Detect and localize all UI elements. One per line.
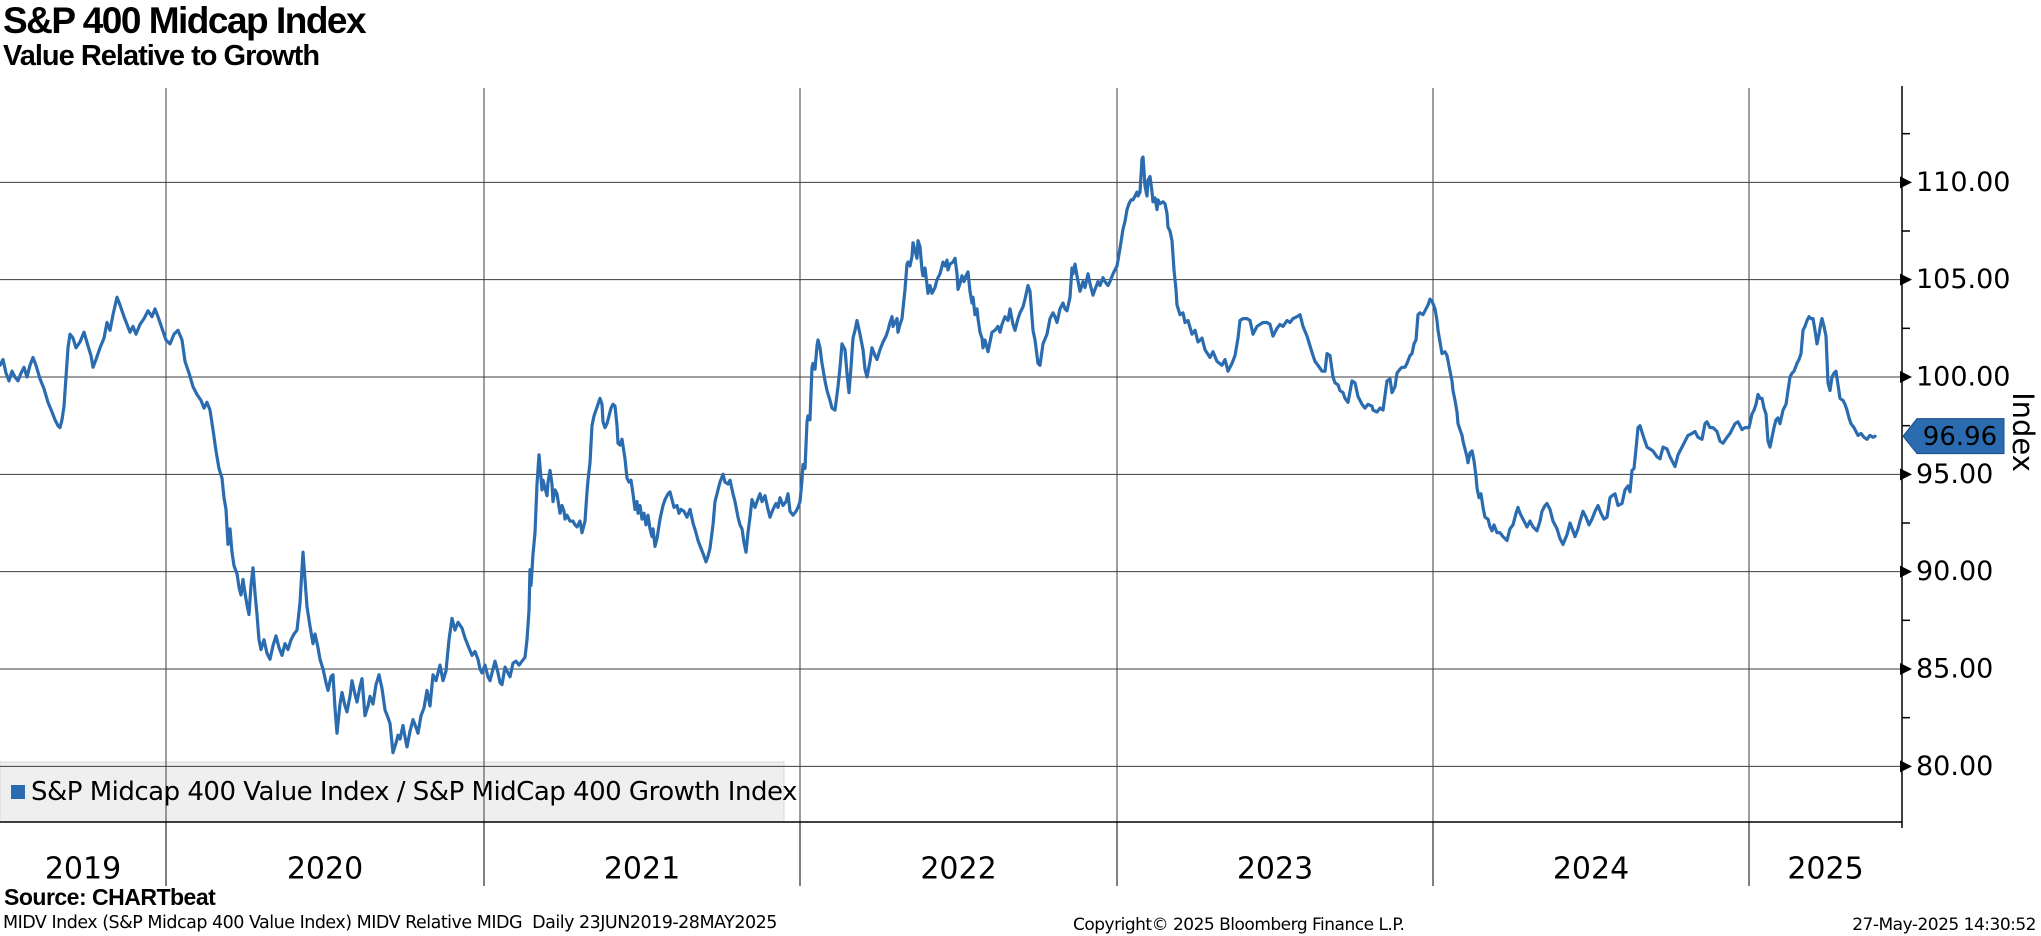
copyright-notice: Copyright© 2025 Bloomberg Finance L.P. bbox=[1073, 915, 1405, 935]
y-tick-label: 80.00 bbox=[1916, 751, 1993, 782]
y-tick-label: 95.00 bbox=[1916, 459, 1993, 490]
source-line: Source: CHARTbeat bbox=[4, 884, 216, 910]
chart-subtitle: Value Relative to Growth bbox=[3, 40, 320, 72]
y-tick-label: 85.00 bbox=[1916, 654, 1993, 685]
y-tick-arrow-icon bbox=[1900, 176, 1912, 189]
y-tick-arrow-icon bbox=[1900, 565, 1912, 578]
y-tick-arrow-icon bbox=[1900, 468, 1912, 481]
x-year-label: 2024 bbox=[1553, 852, 1629, 887]
y-tick-arrow-icon bbox=[1900, 663, 1912, 676]
ticker-description: MIDV Index (S&P Midcap 400 Value Index) … bbox=[3, 913, 777, 933]
x-year-label: 2021 bbox=[604, 852, 680, 887]
y-tick-arrow-icon bbox=[1900, 760, 1912, 773]
legend-background bbox=[0, 761, 785, 823]
legend-label: S&P Midcap 400 Value Index / S&P MidCap … bbox=[31, 777, 797, 807]
legend-swatch-icon bbox=[11, 785, 25, 799]
page-title: S&P 400 Midcap Index bbox=[3, 0, 367, 41]
y-tick-arrow-icon bbox=[1900, 273, 1912, 286]
y-tick-arrow-icon bbox=[1900, 371, 1912, 383]
x-year-label: 2025 bbox=[1787, 852, 1863, 887]
last-price-badge bbox=[1902, 418, 2005, 455]
x-year-label: 2023 bbox=[1237, 852, 1313, 887]
x-year-label: 2019 bbox=[45, 852, 121, 887]
y-axis-title: Index bbox=[2006, 392, 2040, 472]
x-year-label: 2022 bbox=[920, 852, 996, 887]
y-tick-label: 90.00 bbox=[1916, 556, 1993, 587]
y-tick-label: 100.00 bbox=[1916, 362, 2010, 393]
timestamp: 27-May-2025 14:30:52 bbox=[1852, 915, 2036, 935]
y-tick-label: 105.00 bbox=[1916, 264, 2010, 295]
last-price-badge-label: 96.96 bbox=[1923, 422, 1997, 452]
price-line bbox=[0, 155, 1877, 755]
x-year-label: 2020 bbox=[287, 852, 363, 887]
y-tick-label: 110.00 bbox=[1916, 167, 2010, 198]
legend-row[interactable]: S&P Midcap 400 Value Index / S&P MidCap … bbox=[0, 762, 797, 822]
